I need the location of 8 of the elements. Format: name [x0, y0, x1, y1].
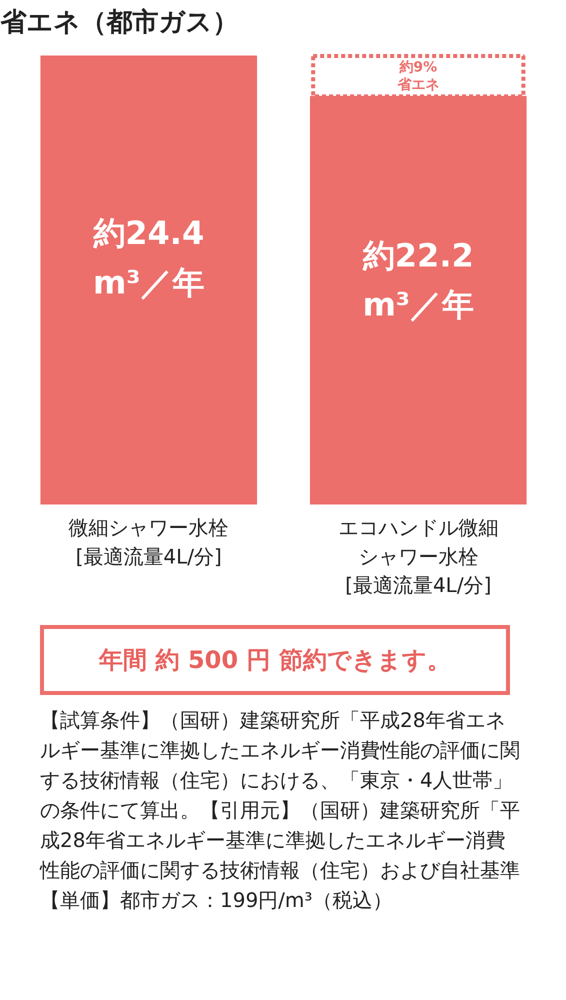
- x-tick-label: 微細シャワー水栓[最適流量4L/分]: [68, 516, 229, 568]
- x-tick-label: エコハンドル微細シャワー水栓[最適流量4L/分]: [338, 516, 498, 598]
- text: 【試算条件】（国研）建築研究所「平成28年省エネルギー基準に準拠したエネルギー消費性能の評価に関する技術情報（住宅）における、「東京・4人世帯」の条件にて算出。【引用元】（国研）建築研究所「平成28年省エネルギー基準に準拠したエネルギー消費性能の評価に関する技術情報（住宅）および自社基準【単価】都市ガス：199円/m³（税込）: [40, 707, 520, 914]
- text: 年間 約 500 円 節約できます。: [99, 645, 451, 676]
- data-label: 約22.2 m³／年: [362, 236, 474, 324]
- annotation: 約9% 省エネ: [396, 59, 440, 93]
- chart-title: 省エネ（都市ガス）: [0, 8, 238, 38]
- data-label: 約24.4 m³／年: [92, 214, 204, 302]
